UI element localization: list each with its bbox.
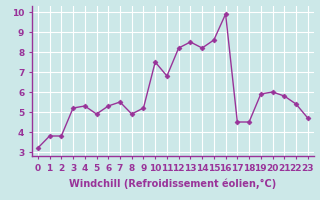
X-axis label: Windchill (Refroidissement éolien,°C): Windchill (Refroidissement éolien,°C) <box>69 178 276 189</box>
